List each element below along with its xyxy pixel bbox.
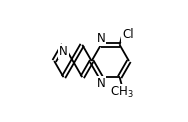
Text: N: N: [97, 32, 105, 45]
Text: N: N: [97, 77, 105, 90]
Text: CH$_3$: CH$_3$: [110, 85, 134, 100]
Text: N: N: [59, 45, 68, 58]
Text: Cl: Cl: [122, 28, 134, 41]
